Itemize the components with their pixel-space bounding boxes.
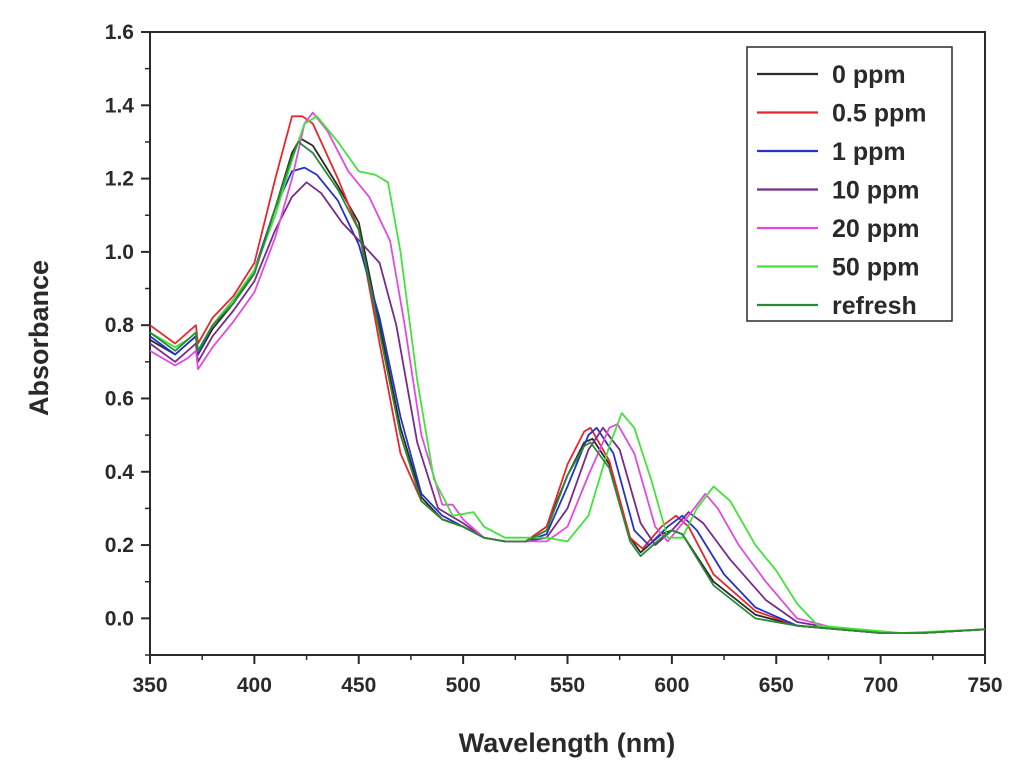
legend-label: 0.5 ppm <box>832 100 926 128</box>
y-tick-label: 0.6 <box>105 387 134 410</box>
legend-label: 10 ppm <box>832 177 920 205</box>
y-tick-label: 0.4 <box>105 461 135 484</box>
y-tick-label: 0.8 <box>105 314 135 337</box>
y-tick-label: 0.0 <box>105 607 134 630</box>
x-tick-label: 550 <box>550 674 585 697</box>
x-axis-title: Wavelength (nm) <box>459 728 676 758</box>
series-line-50-ppm <box>149 115 986 634</box>
y-tick-label: 1.4 <box>105 94 135 117</box>
legend-label: refresh <box>832 292 917 320</box>
y-tick-labels: 0.0 0.2 0.4 0.6 0.8 1.0 1.2 1.4 1.6 <box>105 21 135 630</box>
x-tick-labels: 350 400 450 500 550 600 650 700 750 <box>132 674 1002 697</box>
x-tick-label: 450 <box>341 674 376 697</box>
x-tick-label: 700 <box>863 674 898 697</box>
series-line-20-ppm <box>149 111 986 634</box>
x-tick-label: 600 <box>654 674 689 697</box>
y-tick-label: 0.2 <box>105 534 134 557</box>
x-tick-label: 350 <box>132 674 167 697</box>
y-tick-label: 1.6 <box>105 21 134 44</box>
x-tick-label: 500 <box>446 674 481 697</box>
y-tick-label: 1.0 <box>105 241 134 264</box>
legend-label: 20 ppm <box>832 215 920 243</box>
axis-ticks <box>141 31 986 664</box>
y-tick-label: 1.2 <box>105 168 134 191</box>
legend-label: 0 ppm <box>832 61 906 89</box>
legend-label: 50 ppm <box>832 254 920 282</box>
x-tick-label: 750 <box>967 674 1002 697</box>
series-lines <box>149 111 986 634</box>
legend-box <box>746 46 953 322</box>
legend: 0 ppm 0.5 ppm 1 ppm 10 ppm 20 ppm 50 ppm refre… <box>746 46 953 322</box>
x-tick-label: 650 <box>759 674 794 697</box>
y-axis-title: Absorbance <box>24 260 54 416</box>
series-line-refresh <box>149 141 986 634</box>
legend-label: 1 ppm <box>832 138 906 166</box>
x-tick-label: 400 <box>237 674 272 697</box>
